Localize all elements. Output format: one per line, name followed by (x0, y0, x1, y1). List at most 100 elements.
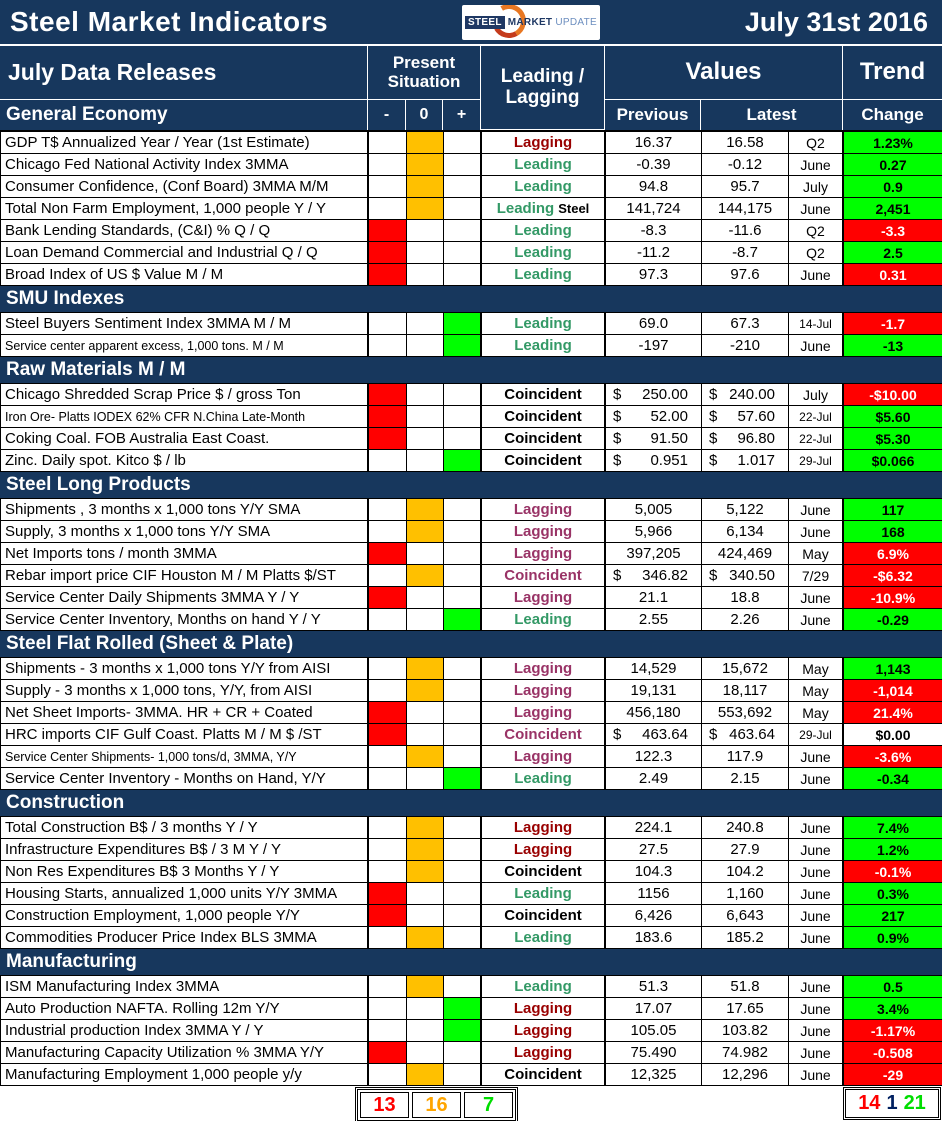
row-label: Consumer Confidence, (Conf Board) 3MMA M… (1, 176, 369, 198)
indicator-label: Lagging (513, 841, 573, 858)
table-row: Manufacturing Capacity Utilization % 3MM… (0, 1042, 942, 1064)
latest-value-cell: $57.60 (702, 406, 789, 428)
trend-change-cell: -0.508 (844, 1042, 942, 1064)
indicator-label: Lagging (513, 682, 573, 699)
trend-change-cell: 0.9 (844, 176, 942, 198)
situation-zero-cell (407, 1064, 444, 1086)
situation-minus-cell (369, 154, 407, 176)
leading-lagging-cell: Lagging (482, 132, 606, 154)
period-cell: 7/29 (789, 565, 844, 587)
amount: 340.50 (729, 567, 775, 584)
trend-change-cell: -0.29 (844, 609, 942, 631)
situation-zero-cell (407, 198, 444, 220)
latest-value-cell: 17.65 (702, 998, 789, 1020)
situation-minus-cell (369, 998, 407, 1020)
table-row: Infrastructure Expenditures B$ / 3 M Y /… (0, 839, 942, 861)
trend-change-cell: $0.066 (844, 450, 942, 472)
amount: 57.60 (737, 408, 775, 425)
situation-minus-cell (369, 198, 407, 220)
situation-minus-cell (369, 702, 407, 724)
latest-value-cell: $240.00 (702, 384, 789, 406)
leading-lagging-cell: Lagging (482, 702, 606, 724)
header-change: Change (861, 104, 924, 124)
indicator-label: Leading (496, 200, 555, 217)
previous-value-cell: $463.64 (606, 724, 702, 746)
latest-value-cell: 16.58 (702, 132, 789, 154)
latest-value-cell: 18,117 (702, 680, 789, 702)
row-label: Housing Starts, annualized 1,000 units Y… (1, 883, 369, 905)
situation-plus-cell (444, 746, 482, 768)
leading-lagging-cell: Lagging (482, 746, 606, 768)
indicator-label: Leading (514, 337, 572, 354)
trend-change-cell: -$6.32 (844, 565, 942, 587)
leading-lagging-cell: Lagging (482, 499, 606, 521)
previous-value-cell: 141,724 (606, 198, 702, 220)
leading-lagging-cell: Leading (482, 313, 606, 335)
situation-plus-cell (444, 702, 482, 724)
previous-value-cell: 51.3 (606, 976, 702, 998)
latest-value-cell: 553,692 (702, 702, 789, 724)
latest-value-cell: 18.8 (702, 587, 789, 609)
row-label: Manufacturing Employment 1,000 people y/… (1, 1064, 369, 1086)
previous-value-cell: 456,180 (606, 702, 702, 724)
situation-minus-cell (369, 313, 407, 335)
table-row: Service Center Shipments- 1,000 tons/d, … (0, 746, 942, 768)
trend-change-cell: 217 (844, 905, 942, 927)
previous-value-cell: $346.82 (606, 565, 702, 587)
leading-lagging-cell: Leading (482, 176, 606, 198)
indicator-label: Leading (514, 244, 572, 261)
trend-change-cell: 6.9% (844, 543, 942, 565)
latest-value-cell: 144,175 (702, 198, 789, 220)
leading-lagging-cell: Coincident (482, 861, 606, 883)
table-row: Net Sheet Imports- 3MMA. HR + CR + Coate… (0, 702, 942, 724)
amount: 250.00 (642, 386, 688, 403)
leading-lagging-cell: Leading (482, 220, 606, 242)
row-label: Manufacturing Capacity Utilization % 3MM… (1, 1042, 369, 1064)
situation-zero-cell (407, 587, 444, 609)
situation-plus-cell (444, 220, 482, 242)
situation-plus-cell (444, 680, 482, 702)
situation-minus-cell (369, 406, 407, 428)
trend-change-cell: 0.9% (844, 927, 942, 949)
row-label: Total Construction B$ / 3 months Y / Y (1, 817, 369, 839)
situation-plus-cell (444, 1020, 482, 1042)
situation-zero-cell (407, 817, 444, 839)
indicator-label: Leading (514, 611, 572, 628)
row-label: Bank Lending Standards, (C&I) % Q / Q (1, 220, 369, 242)
trend-change-cell: -10.9% (844, 587, 942, 609)
leading-lagging-cell: Leading (482, 609, 606, 631)
situation-zero-cell (407, 154, 444, 176)
latest-value-cell: 117.9 (702, 746, 789, 768)
currency-symbol: $ (613, 726, 622, 743)
situation-plus-cell (444, 927, 482, 949)
situation-zero-cell (407, 132, 444, 154)
trend-change-cell: 3.4% (844, 998, 942, 1020)
latest-value-cell: -210 (702, 335, 789, 357)
leading-lagging-cell: Leading (482, 335, 606, 357)
table-row: Manufacturing Employment 1,000 people y/… (0, 1064, 942, 1086)
row-label: ISM Manufacturing Index 3MMA (1, 976, 369, 998)
situation-minus-cell (369, 905, 407, 927)
latest-value-cell: -11.6 (702, 220, 789, 242)
currency-symbol: $ (709, 567, 718, 584)
table-row: Total Non Farm Employment, 1,000 people … (0, 198, 942, 220)
situation-plus-cell (444, 450, 482, 472)
indicator-suffix: Steel (558, 201, 590, 216)
section-header-steel-long-products: Steel Long Products (0, 472, 942, 499)
trend-change-cell: -0.34 (844, 768, 942, 790)
trend-change-cell: 1,143 (844, 658, 942, 680)
indicator-label: Lagging (513, 704, 573, 721)
period-cell: June (789, 154, 844, 176)
situation-minus-cell (369, 499, 407, 521)
table-row: Shipments - 3 months x 1,000 tons Y/Y fr… (0, 658, 942, 680)
count-minus: 13 (360, 1092, 409, 1118)
situation-minus-cell (369, 680, 407, 702)
situation-zero-cell (407, 499, 444, 521)
situation-zero-cell (407, 998, 444, 1020)
indicator-label: Coincident (504, 863, 582, 880)
previous-value-cell: 183.6 (606, 927, 702, 949)
period-cell: June (789, 335, 844, 357)
period-cell: June (789, 1042, 844, 1064)
situation-minus-cell (369, 428, 407, 450)
leading-lagging-cell: Lagging (482, 658, 606, 680)
